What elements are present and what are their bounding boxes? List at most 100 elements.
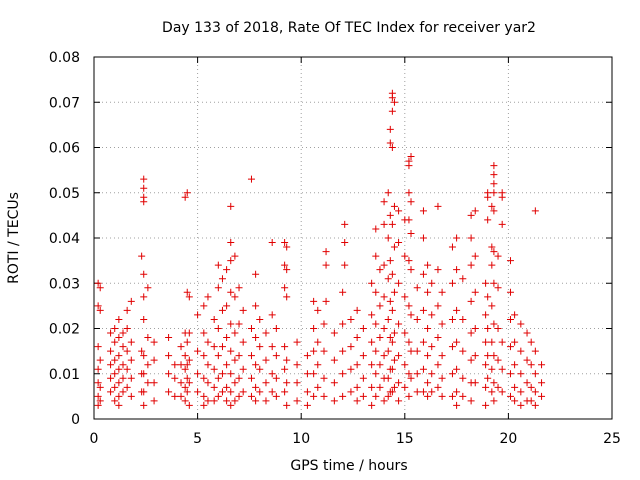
data-point bbox=[353, 383, 361, 391]
data-point bbox=[341, 220, 349, 228]
grid-layer bbox=[94, 57, 612, 419]
data-point bbox=[281, 365, 289, 373]
data-point bbox=[94, 343, 102, 351]
x-tick-label: 25 bbox=[603, 431, 621, 447]
data-point bbox=[111, 338, 119, 346]
data-point bbox=[272, 352, 280, 360]
data-point bbox=[94, 302, 102, 310]
data-point bbox=[111, 397, 119, 405]
data-point bbox=[96, 306, 104, 314]
data-point bbox=[471, 288, 479, 296]
data-point bbox=[293, 338, 301, 346]
data-point bbox=[140, 175, 148, 183]
data-point bbox=[428, 311, 436, 319]
data-point bbox=[482, 338, 490, 346]
data-point bbox=[150, 379, 158, 387]
data-point bbox=[127, 356, 135, 364]
data-point bbox=[380, 397, 388, 405]
data-point bbox=[252, 397, 260, 405]
data-point bbox=[281, 343, 289, 351]
data-point bbox=[372, 320, 380, 328]
data-point bbox=[401, 329, 409, 337]
data-point bbox=[165, 388, 173, 396]
data-point bbox=[484, 325, 492, 332]
data-point bbox=[140, 352, 148, 360]
data-point bbox=[401, 293, 409, 301]
data-point bbox=[490, 171, 498, 179]
data-point bbox=[115, 401, 123, 409]
data-point bbox=[395, 239, 403, 247]
y-axis-label: ROTI / TECUs bbox=[6, 192, 22, 284]
data-point bbox=[407, 374, 415, 382]
data-point bbox=[183, 189, 191, 197]
data-point bbox=[490, 279, 498, 287]
data-point bbox=[272, 374, 280, 382]
data-point bbox=[419, 270, 427, 278]
data-point bbox=[384, 374, 392, 382]
data-point bbox=[303, 370, 311, 378]
data-point bbox=[438, 392, 446, 400]
data-point bbox=[330, 379, 338, 387]
data-point bbox=[210, 365, 218, 373]
data-point bbox=[107, 388, 115, 396]
data-point bbox=[482, 383, 490, 391]
data-point bbox=[372, 288, 380, 296]
data-point bbox=[531, 388, 539, 396]
data-point bbox=[94, 401, 102, 409]
data-point bbox=[330, 329, 338, 337]
data-point bbox=[511, 361, 519, 369]
data-point bbox=[453, 388, 461, 396]
y-tick-label: 0.08 bbox=[49, 50, 80, 66]
data-point bbox=[140, 184, 148, 192]
data-point bbox=[144, 334, 152, 342]
x-axis-label: GPS time / hours bbox=[290, 458, 407, 474]
data-point bbox=[390, 329, 398, 337]
data-point bbox=[405, 302, 413, 310]
data-point bbox=[247, 352, 255, 360]
data-point bbox=[140, 198, 148, 206]
data-point bbox=[494, 252, 502, 260]
y-tick-label: 0.06 bbox=[49, 141, 80, 157]
data-point bbox=[94, 379, 102, 387]
data-point bbox=[359, 392, 367, 400]
data-point bbox=[434, 361, 442, 369]
data-point bbox=[96, 284, 104, 292]
data-point bbox=[405, 162, 413, 170]
data-point bbox=[347, 315, 355, 323]
data-point bbox=[471, 252, 479, 260]
data-point bbox=[314, 338, 322, 346]
data-point bbox=[538, 379, 546, 387]
data-point bbox=[376, 334, 384, 342]
data-point bbox=[283, 356, 291, 364]
data-point bbox=[252, 383, 260, 391]
data-point bbox=[395, 352, 403, 360]
data-point bbox=[511, 311, 519, 319]
data-point bbox=[498, 193, 506, 201]
data-point bbox=[268, 343, 276, 351]
data-point bbox=[268, 388, 276, 396]
data-point bbox=[419, 388, 427, 396]
data-point bbox=[405, 370, 413, 378]
data-point bbox=[150, 397, 158, 405]
data-point bbox=[484, 293, 492, 301]
data-point bbox=[471, 352, 479, 360]
data-point bbox=[353, 361, 361, 369]
data-point bbox=[538, 361, 546, 369]
data-point bbox=[281, 261, 289, 269]
data-point bbox=[424, 288, 432, 296]
data-point bbox=[407, 347, 415, 355]
data-point bbox=[482, 311, 490, 319]
data-point bbox=[322, 297, 330, 305]
data-point bbox=[227, 202, 235, 210]
data-point bbox=[218, 388, 226, 396]
data-point bbox=[310, 370, 318, 378]
data-point bbox=[490, 379, 498, 387]
plot-frame bbox=[93, 56, 613, 420]
data-point bbox=[310, 347, 318, 355]
data-point bbox=[490, 207, 498, 215]
data-point bbox=[419, 306, 427, 314]
data-point bbox=[322, 261, 330, 269]
data-point bbox=[210, 383, 218, 391]
data-point bbox=[424, 325, 432, 332]
data-point bbox=[181, 193, 189, 201]
